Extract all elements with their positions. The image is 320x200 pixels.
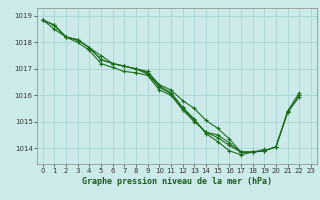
X-axis label: Graphe pression niveau de la mer (hPa): Graphe pression niveau de la mer (hPa) <box>82 177 272 186</box>
